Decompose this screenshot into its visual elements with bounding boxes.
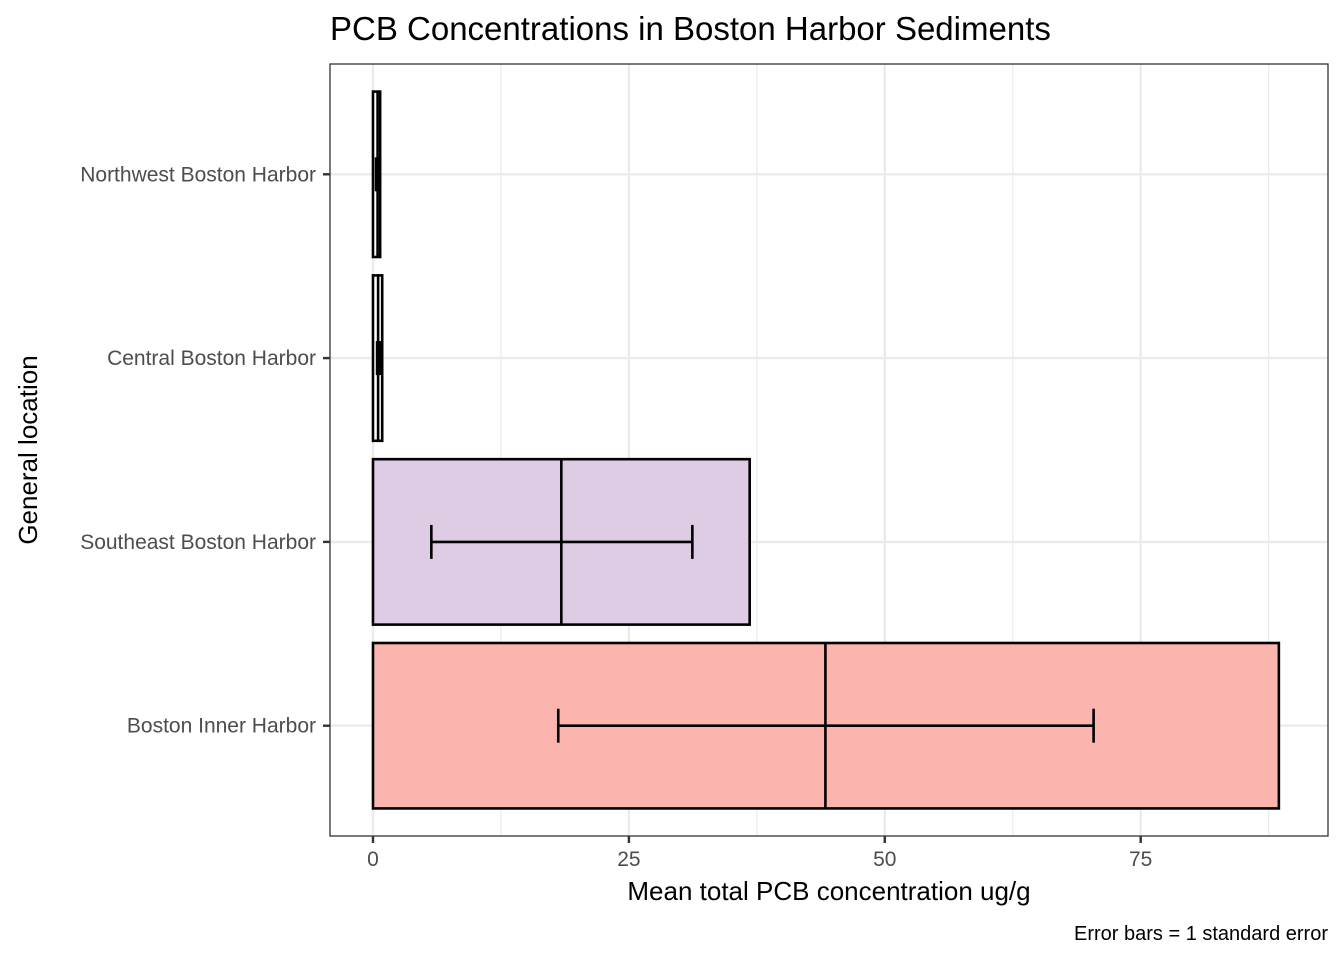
y-tick-label: Southeast Boston Harbor bbox=[80, 531, 316, 554]
x-tick-label: 25 bbox=[617, 848, 640, 871]
y-tick-label: Northwest Boston Harbor bbox=[80, 163, 316, 186]
x-tick-label: 75 bbox=[1129, 848, 1152, 871]
plot-panel bbox=[329, 63, 1329, 837]
chart-title: PCB Concentrations in Boston Harbor Sedi… bbox=[330, 10, 1051, 47]
x-tick-label: 0 bbox=[367, 848, 379, 871]
x-axis: 0 25 50 75 bbox=[367, 836, 1152, 871]
bars bbox=[371, 90, 1281, 810]
x-axis-title: Mean total PCB concentration ug/g bbox=[627, 876, 1030, 906]
caption: Error bars = 1 standard error bbox=[1074, 923, 1328, 945]
y-tick-label: Boston Inner Harbor bbox=[127, 715, 316, 738]
y-tick-label: Central Boston Harbor bbox=[107, 347, 316, 370]
x-tick-label: 50 bbox=[873, 848, 896, 871]
y-axis-title: General location bbox=[13, 355, 43, 544]
y-axis: Northwest Boston Harbor Central Boston Ha… bbox=[80, 163, 330, 738]
